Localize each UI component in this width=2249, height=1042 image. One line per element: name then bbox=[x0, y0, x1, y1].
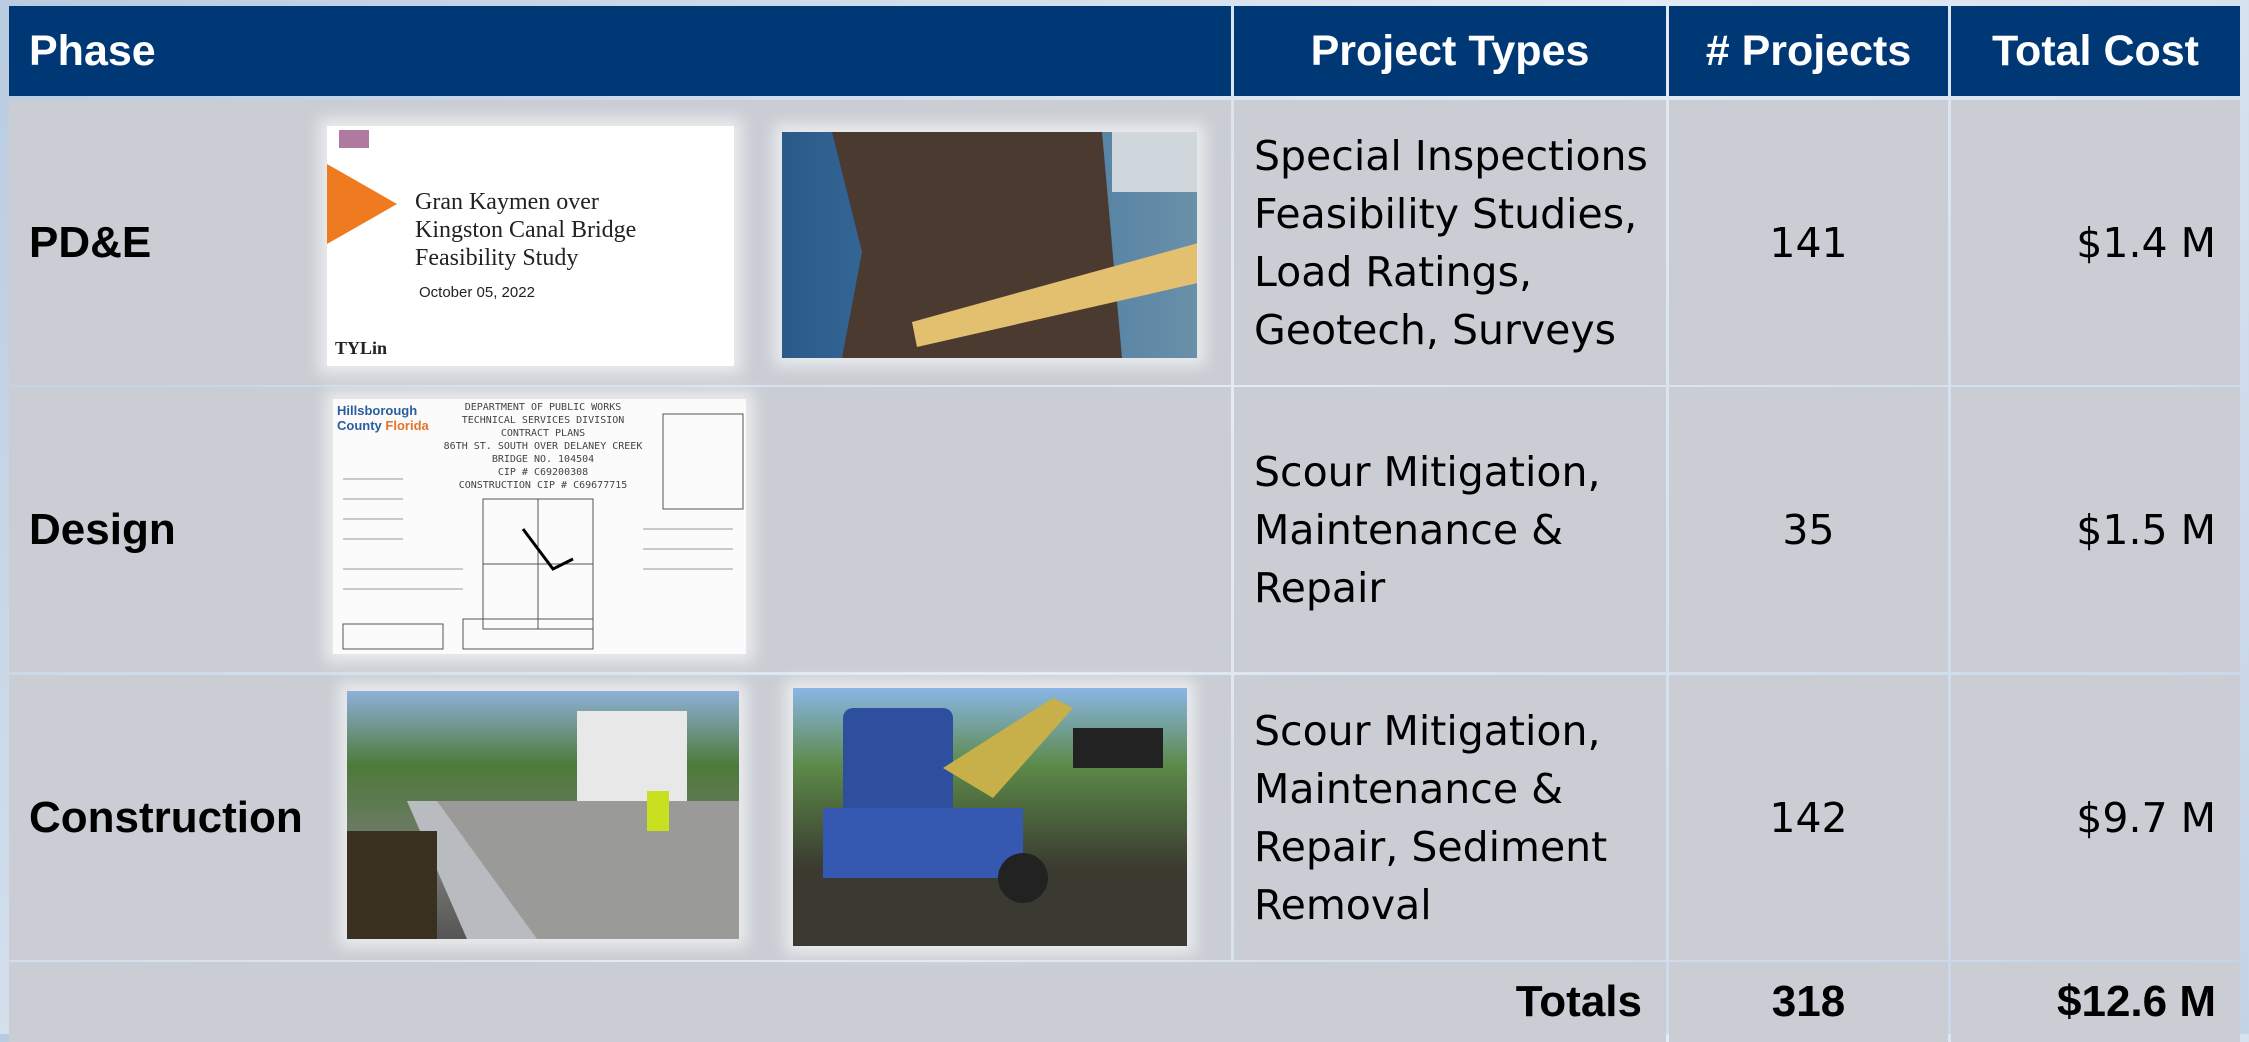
text: Kingston Canal Bridge bbox=[415, 216, 636, 244]
totals-label-cell: Totals bbox=[9, 962, 1666, 1042]
project-type-line: Load Ratings, bbox=[1254, 243, 1532, 301]
photo-graphic bbox=[793, 688, 1187, 946]
cost-cell: $1.4 M bbox=[1951, 100, 2240, 385]
photo-graphic bbox=[347, 691, 739, 939]
project-type-line: Special Inspections bbox=[1254, 127, 1648, 185]
photo bbox=[793, 688, 1187, 946]
slide-thumbnail: Gran Kaymen over Kingston Canal Bridge F… bbox=[327, 126, 734, 366]
header-cell: Project Types bbox=[1234, 6, 1666, 96]
project-type-line: Repair, Sediment bbox=[1254, 818, 1607, 876]
photo-graphic bbox=[782, 132, 1197, 358]
projects-cell: 141 bbox=[1669, 100, 1948, 385]
project-type-line: Removal bbox=[1254, 876, 1432, 934]
projects-cell: 35 bbox=[1669, 387, 1948, 672]
totals-cost-cell: $12.6 M bbox=[1951, 962, 2240, 1042]
header-text: # Projects bbox=[1706, 27, 1912, 76]
header-cell: # Projects bbox=[1669, 6, 1948, 96]
project-type-line: Scour Mitigation, bbox=[1254, 443, 1600, 501]
cost-cell: $9.7 M bbox=[1951, 675, 2240, 960]
slide-table: Phase Project Types # Projects Total Cos… bbox=[0, 0, 2249, 1034]
project-type-line: Repair bbox=[1254, 559, 1385, 617]
slide-logo: TYLin bbox=[335, 338, 387, 359]
project-type-line: Maintenance & bbox=[1254, 501, 1563, 559]
header-cell: Phase bbox=[9, 6, 1231, 96]
project-type-line: Feasibility Studies, bbox=[1254, 185, 1637, 243]
photo bbox=[782, 132, 1197, 358]
slide-date: October 05, 2022 bbox=[419, 284, 535, 301]
project-type-line: Maintenance & bbox=[1254, 760, 1563, 818]
text: Gran Kaymen over bbox=[415, 188, 636, 216]
plan-sheet: Hillsborough County Florida DEPARTMENT O… bbox=[333, 399, 746, 654]
plan-drawing bbox=[333, 399, 746, 654]
cost-cell: $1.5 M bbox=[1951, 387, 2240, 672]
slide-title: Gran Kaymen over Kingston Canal Bridge F… bbox=[415, 188, 636, 272]
header-text: Project Types bbox=[1311, 27, 1590, 76]
photo bbox=[347, 691, 739, 939]
text: Feasibility Study bbox=[415, 244, 636, 272]
project-type-line: Scour Mitigation, bbox=[1254, 702, 1600, 760]
totals-projects-cell: 318 bbox=[1669, 962, 1948, 1042]
header-text: Total Cost bbox=[1992, 27, 2199, 76]
projects-cell: 142 bbox=[1669, 675, 1948, 960]
project-types-cell: Scour Mitigation,Maintenance &Repair, Se… bbox=[1234, 675, 1666, 960]
project-type-line: Geotech, Surveys bbox=[1254, 301, 1616, 359]
header-text: Phase bbox=[29, 27, 156, 76]
header-cell: Total Cost bbox=[1951, 6, 2240, 96]
project-types-cell: Scour Mitigation,Maintenance &Repair bbox=[1234, 387, 1666, 672]
